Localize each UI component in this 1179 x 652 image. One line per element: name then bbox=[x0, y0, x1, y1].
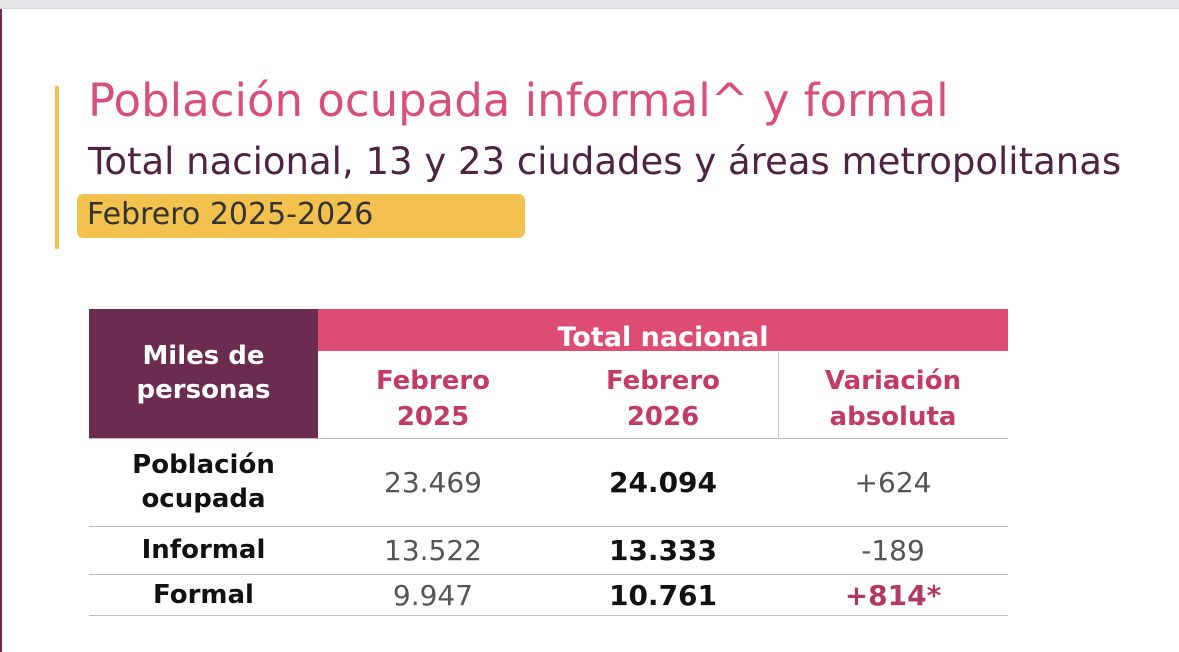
cell-feb-2026: 24.094 bbox=[608, 465, 718, 499]
column-header-feb-2025: Febrero 2025 bbox=[318, 360, 548, 438]
cell-feb-2026: 10.761 bbox=[608, 578, 718, 612]
row-label-text: Población ocupada bbox=[132, 450, 275, 514]
cell-feb-2025: 13.522 bbox=[384, 533, 482, 567]
column-header-variacion: Variación absoluta bbox=[778, 360, 1008, 438]
column-header-label: Febrero 2026 bbox=[605, 365, 721, 432]
row-label: Población ocupada bbox=[89, 440, 318, 526]
row-divider bbox=[89, 526, 1008, 527]
table-bottom-line bbox=[89, 615, 1008, 616]
corner-header: Miles de personas bbox=[89, 309, 318, 438]
cell-feb-2025: 9.947 bbox=[392, 578, 474, 612]
cell-feb-2025: 23.469 bbox=[384, 465, 482, 499]
column-header-label: Febrero 2025 bbox=[375, 365, 491, 432]
cell-variacion-significant: +814* bbox=[844, 578, 942, 612]
window-top-bar bbox=[0, 0, 1179, 9]
header-bottom-line bbox=[89, 438, 1008, 439]
period-badge bbox=[77, 194, 525, 238]
cell-variacion: -189 bbox=[861, 533, 925, 567]
row-label: Informal bbox=[141, 535, 266, 566]
page-subtitle: Total nacional, 13 y 23 ciudades y áreas… bbox=[88, 140, 1122, 183]
cell-feb-2026: 13.333 bbox=[608, 533, 718, 567]
column-header-feb-2026: Febrero 2026 bbox=[548, 360, 778, 438]
period-label: Febrero 2025-2026 bbox=[87, 197, 374, 232]
title-accent-line bbox=[55, 86, 59, 249]
row-label: Formal bbox=[153, 580, 254, 611]
group-header: Total nacional bbox=[318, 309, 1008, 351]
page-title: Población ocupada informal^ y formal bbox=[88, 74, 949, 127]
column-separator bbox=[778, 352, 779, 438]
corner-header-label: Miles de personas bbox=[136, 340, 271, 405]
column-header-label: Variación absoluta bbox=[824, 365, 962, 432]
slide-left-edge bbox=[0, 9, 2, 652]
cell-variacion: +624 bbox=[854, 465, 932, 499]
row-divider bbox=[89, 574, 1008, 575]
